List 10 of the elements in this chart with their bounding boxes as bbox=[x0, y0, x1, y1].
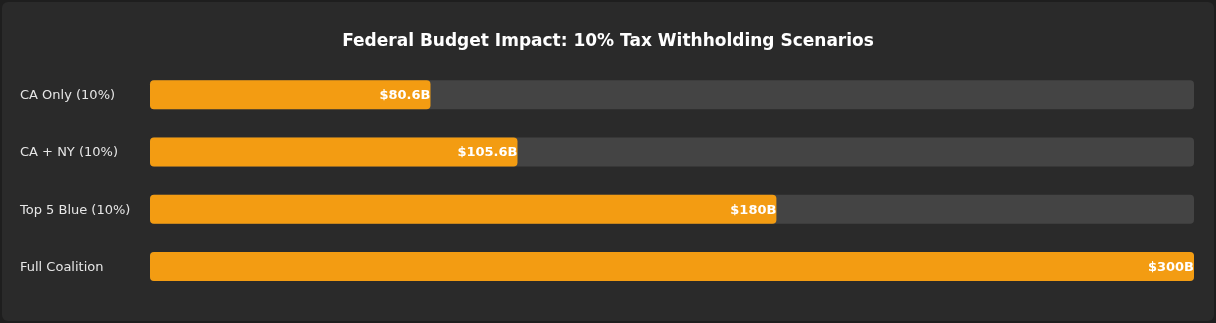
data-label: $105.6B bbox=[457, 144, 518, 160]
chart-title: Federal Budget Impact: 10% Tax Withholding Scenarios bbox=[342, 29, 874, 50]
data-label: $300B bbox=[1147, 258, 1194, 274]
data-label: $180B bbox=[730, 201, 777, 217]
y-tick-label: CA Only (10%) bbox=[20, 87, 116, 103]
data-label: $80.6B bbox=[379, 87, 431, 103]
y-tick-label: Top 5 Blue (10%) bbox=[19, 201, 131, 217]
bar bbox=[150, 80, 431, 110]
y-tick-label: Full Coalition bbox=[20, 258, 104, 274]
y-tick-label: CA + NY (10%) bbox=[20, 144, 118, 160]
